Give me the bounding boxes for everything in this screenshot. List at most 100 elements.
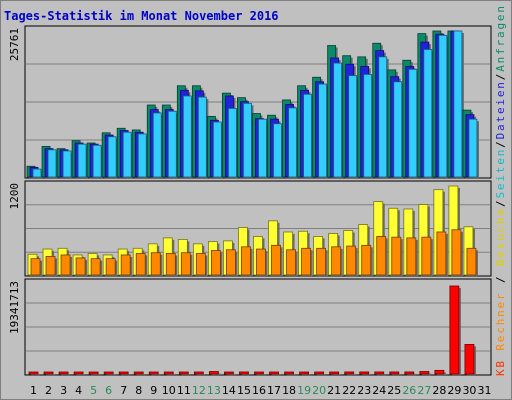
- bar-seiten-day-24: [378, 56, 388, 178]
- x-tick-label-day-6: 6: [105, 384, 112, 397]
- bar-rechner-day-22: [346, 245, 357, 276]
- bar-rechner-day-2: [45, 256, 56, 276]
- x-tick-label-day-13: 13: [207, 384, 221, 397]
- x-tick-label-day-21: 21: [327, 384, 341, 397]
- bar-seiten-day-7: [122, 131, 132, 178]
- x-tick-label-day-19: 19: [297, 384, 311, 397]
- bar-kbytes-day-1: [28, 371, 39, 375]
- x-tick-label-day-10: 10: [162, 384, 176, 397]
- x-tick-label-day-23: 23: [357, 384, 371, 397]
- bar-kbytes-day-28: [434, 369, 445, 375]
- x-tick-label-day-16: 16: [252, 384, 266, 397]
- bar-kbytes-day-17: [269, 371, 279, 375]
- bar-kbytes-day-4: [73, 371, 84, 375]
- bar-rechner-day-9: [150, 252, 161, 276]
- bar-seiten-day-16: [258, 118, 267, 178]
- bar-seiten-day-25: [393, 81, 403, 178]
- bar-kbytes-day-2: [43, 371, 54, 375]
- bar-kbytes-day-12: [193, 371, 204, 375]
- x-tick-label-day-4: 4: [75, 384, 82, 397]
- bar-rechner-day-18: [286, 249, 296, 276]
- bar-rechner-day-8: [135, 253, 146, 276]
- bar-rechner-day-13: [210, 250, 221, 276]
- x-tick-label-day-24: 24: [372, 384, 386, 397]
- x-tick-label-day-27: 27: [417, 384, 431, 397]
- chart-title: Tages-Statistik im Monat November 2016: [4, 9, 279, 23]
- bar-rechner-day-12: [195, 253, 206, 276]
- bar-kbytes-day-21: [329, 371, 340, 375]
- bar-kbytes-day-25-shadow: [391, 373, 401, 376]
- bar-kbytes-day-18: [284, 371, 294, 375]
- bar-rechner-day-26: [406, 237, 417, 276]
- right-axis-legend: KB Rechner / Besuche/Seiten/Dateien/Anfr…: [494, 6, 507, 376]
- bar-kbytes-day-10-shadow: [166, 374, 176, 376]
- bar-seiten-day-13: [212, 121, 222, 178]
- bar-kbytes-day-16-shadow: [256, 374, 266, 376]
- bar-kbytes-day-8: [133, 371, 144, 375]
- bar-kbytes-day-22: [344, 371, 355, 375]
- bar-kbytes-day-23-shadow: [361, 373, 371, 376]
- legend-dateien: Dateien: [494, 82, 507, 139]
- bar-kbytes-day-22-shadow: [346, 373, 356, 376]
- x-tick-label-day-29: 29: [447, 384, 461, 397]
- bar-seiten-day-3: [62, 150, 72, 178]
- bar-seiten-day-27: [423, 49, 433, 178]
- bar-rechner-day-11: [180, 252, 191, 276]
- bar-seiten-day-17: [273, 123, 282, 178]
- bar-kbytes-day-14-shadow: [226, 374, 236, 376]
- x-tick-label-day-5: 5: [90, 384, 97, 397]
- bar-rechner-day-25: [391, 236, 402, 276]
- legend-slash: /: [494, 200, 507, 207]
- panel-kbytes: 19341713: [8, 278, 492, 376]
- x-axis-labels: 1 2 3 4 5 6 7 8 9 10 11 12 13 14 15 16 17 18 19 20 21 22 23 24 2…: [30, 384, 491, 397]
- bar-rechner-day-3: [60, 254, 71, 276]
- bar-kbytes-day-9-shadow: [151, 374, 161, 376]
- x-tick-label-day-30: 30: [462, 384, 476, 397]
- bar-rechner-day-17: [271, 244, 281, 276]
- bar-kbytes-day-10: [163, 371, 174, 375]
- bar-kbytes-day-27-shadow: [421, 373, 431, 376]
- bar-kbytes-day-24-shadow: [376, 373, 386, 376]
- bar-kbytes-day-26: [404, 371, 415, 375]
- bar-seiten-day-18: [288, 107, 297, 178]
- x-tick-label-day-9: 9: [150, 384, 157, 397]
- bar-kbytes-day-7: [118, 371, 129, 375]
- bar-seiten-day-20: [318, 83, 328, 178]
- bar-kbytes-day-12-shadow: [196, 374, 206, 376]
- bar-seiten-day-1: [32, 168, 42, 178]
- bar-kbytes-day-23: [359, 371, 370, 375]
- bar-kbytes-day-29: [449, 285, 460, 375]
- x-tick-label-day-25: 25: [387, 384, 401, 397]
- x-tick-label-day-26: 26: [402, 384, 416, 397]
- bar-kbytes-day-9: [148, 371, 159, 375]
- panel-visits-sites: 1200: [8, 180, 492, 277]
- bar-rechner-day-30: [466, 247, 477, 276]
- legend-slash: /: [494, 74, 507, 81]
- bar-seiten-day-5: [92, 144, 102, 178]
- bar-kbytes-day-13-shadow: [211, 373, 221, 376]
- bar-rechner-day-27: [421, 236, 432, 276]
- bar-kbytes-day-14: [224, 371, 234, 375]
- bar-rechner-day-6: [105, 258, 116, 276]
- bar-rechner-day-23: [361, 244, 372, 276]
- bar-kbytes-day-3-shadow: [61, 374, 71, 376]
- bar-kbytes-day-18-shadow: [286, 374, 296, 376]
- x-tick-label-day-12: 12: [192, 384, 206, 397]
- bar-rechner-day-15: [241, 246, 251, 276]
- bar-seiten-day-8: [137, 133, 147, 178]
- legend-besuche: Besuche: [494, 209, 507, 266]
- bar-kbytes-day-19: [299, 371, 309, 375]
- bar-seiten-day-14: [228, 108, 237, 178]
- bar-seiten-day-12: [197, 96, 207, 178]
- x-tick-label-day-3: 3: [60, 384, 67, 397]
- chart-panels: 25761 1200 19341713: [8, 25, 492, 376]
- x-tick-label-day-7: 7: [120, 384, 127, 397]
- bar-seiten-day-11: [182, 95, 192, 178]
- legend-slash: /: [494, 268, 507, 292]
- bar-kbytes-day-20-shadow: [316, 374, 326, 376]
- x-tick-label-day-2: 2: [45, 384, 52, 397]
- bar-kbytes-day-19-shadow: [301, 374, 311, 376]
- panel-kbytes-ymax-label: 19341713: [8, 281, 21, 334]
- bar-kbytes-day-3: [58, 371, 69, 375]
- x-tick-label-day-31: 31: [477, 384, 491, 397]
